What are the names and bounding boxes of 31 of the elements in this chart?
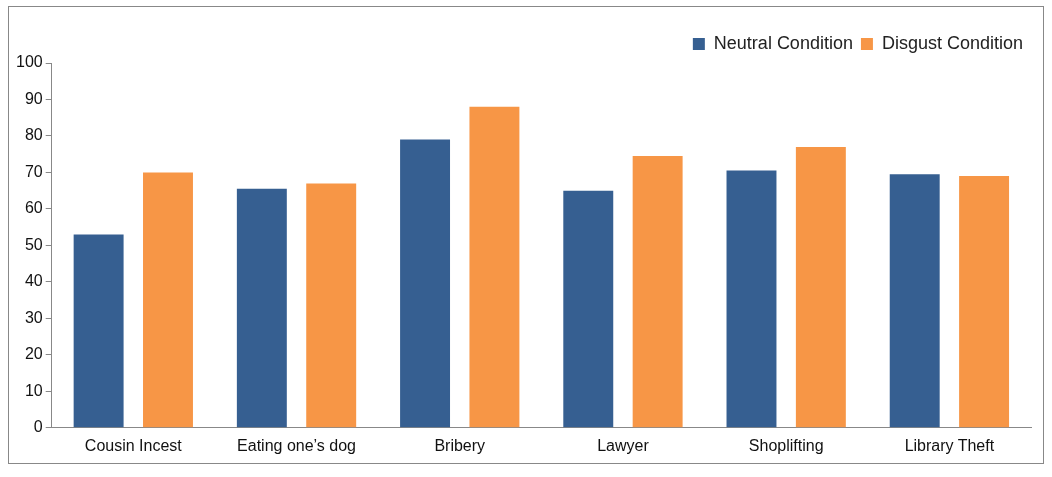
- y-tick-label: 10: [24, 381, 43, 399]
- y-tick-label: 40: [24, 272, 43, 290]
- x-tick-label: Bribery: [434, 436, 486, 454]
- y-tick-label: 70: [24, 162, 43, 180]
- y-tick-label: 20: [24, 345, 43, 363]
- y-tick-label: 30: [24, 308, 43, 326]
- bar: [889, 174, 940, 428]
- x-tick-label: Eating one’s dog: [237, 436, 356, 454]
- bar: [959, 176, 1010, 428]
- bar: [469, 106, 520, 428]
- x-tick-label: Shoplifting: [748, 436, 824, 454]
- bar: [726, 170, 777, 428]
- y-tick-label: 100: [15, 53, 43, 71]
- legend-label: Disgust Condition: [881, 32, 1023, 53]
- y-tick-label: 0: [33, 418, 43, 436]
- bar: [73, 234, 124, 428]
- bar: [236, 188, 287, 428]
- x-tick-label: Library Theft: [904, 436, 995, 454]
- y-tick-label: 50: [24, 235, 43, 253]
- bar: [400, 139, 451, 428]
- x-tick-label: Lawyer: [597, 436, 650, 454]
- bar: [563, 190, 614, 428]
- bar: [143, 172, 193, 428]
- bar: [306, 183, 357, 428]
- bar: [632, 156, 683, 428]
- bar: [795, 146, 846, 428]
- x-tick-label: Cousin Incest: [84, 436, 183, 454]
- y-tick-label: 90: [24, 89, 43, 107]
- y-tick-label: 80: [24, 126, 43, 144]
- legend-label: Neutral Condition: [713, 32, 853, 53]
- y-tick-label: 60: [24, 199, 43, 217]
